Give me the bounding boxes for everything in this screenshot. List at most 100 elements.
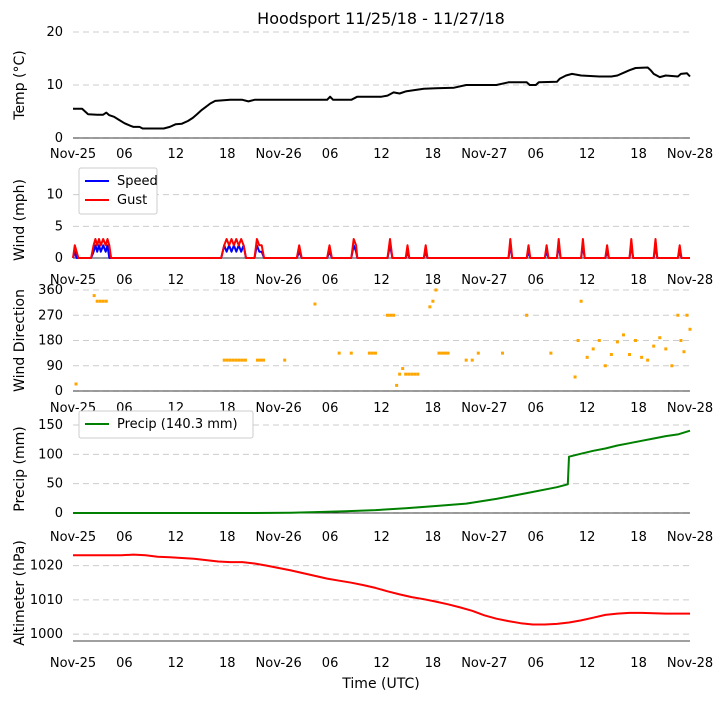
wind-direction-point	[634, 339, 638, 342]
wind-direction-point	[104, 299, 108, 303]
temp-x-tick-label: 12	[579, 147, 596, 162]
wind-direction-point	[591, 347, 595, 351]
wind-direction-point	[225, 358, 229, 362]
temp-x-tick-label: 18	[630, 147, 647, 162]
wind-direction-point	[410, 372, 414, 376]
temp-x-tick-label: 12	[168, 147, 185, 162]
wind-direction-point	[92, 294, 96, 298]
wind-speed-x-tick-label: 12	[579, 273, 596, 288]
wind-direction-point	[621, 333, 625, 337]
wind-direction-point	[443, 351, 447, 355]
wind-direction-point	[222, 358, 226, 362]
wind-direction-point	[431, 299, 435, 303]
altimeter-x-tick-label: 18	[219, 656, 236, 671]
wind-direction-point	[98, 299, 102, 303]
temp-y-axis-label: Temp (°C)	[12, 50, 28, 120]
wind-direction-point	[476, 351, 480, 355]
wind-direction-x-tick-label: 18	[630, 401, 647, 416]
altimeter-y-tick-label: 1020	[30, 559, 63, 574]
wind-direction-x-tick-label: 12	[373, 401, 390, 416]
wind-direction-point	[416, 372, 420, 376]
wind-speed-x-tick-label: 12	[373, 273, 390, 288]
precip-x-tick-label: 12	[579, 530, 596, 545]
wind-speed-x-tick-label: 18	[219, 273, 236, 288]
temp-x-tick-label: 06	[527, 147, 544, 162]
altimeter-x-tick-label: 18	[630, 656, 647, 671]
wind-direction-point	[237, 358, 241, 362]
altimeter-x-tick-label: Nov-25	[50, 656, 96, 671]
altimeter-y-tick-label: 1010	[30, 593, 63, 608]
wind-direction-point	[349, 351, 353, 355]
wind-speed-legend: Speed Gust	[78, 167, 158, 215]
temp-panel: 0 10 20 Nov-25 06 12 18 Nov-26 06 12 18 Nov-27 06 12 1…	[12, 25, 713, 162]
precip-x-tick-label: Nov-27	[461, 530, 507, 545]
wind-speed-series-speed	[72, 244, 690, 259]
wind-direction-point	[609, 353, 613, 357]
altimeter-x-tick-label: 06	[322, 656, 339, 671]
wind-speed-x-tick-label: Nov-25	[50, 273, 96, 288]
precip-x-tick-label: 06	[527, 530, 544, 545]
altimeter-x-tick-label: 12	[168, 656, 185, 671]
wind-direction-point	[337, 351, 341, 355]
temp-y-tick-label: 20	[46, 25, 63, 40]
wind-direction-point	[234, 358, 238, 362]
wind-direction-point	[392, 313, 396, 317]
precip-legend-entry: Precip (140.3 mm)	[117, 417, 238, 432]
precip-legend-box	[78, 410, 254, 439]
wind-direction-point	[428, 305, 432, 309]
wind-direction-y-axis-label: Wind Direction	[12, 289, 28, 392]
wind-speed-x-tick-label: 18	[425, 273, 442, 288]
wind-speed-x-tick-label: 06	[116, 273, 133, 288]
wind-direction-point	[676, 313, 680, 317]
temp-x-tick-label: Nov-27	[461, 147, 507, 162]
altimeter-series-0	[73, 553, 690, 626]
altimeter-y-axis-label: Altimeter (hPa)	[12, 540, 28, 646]
wind-direction-point	[313, 302, 317, 306]
wind-direction-point	[413, 372, 417, 376]
wind-direction-point	[464, 358, 468, 362]
temp-x-tick-label: 06	[116, 147, 133, 162]
wind-speed-x-tick-label: 12	[168, 273, 185, 288]
wind-direction-point	[658, 336, 662, 340]
altimeter-x-tick-label: 06	[116, 656, 133, 671]
wind-direction-point	[259, 358, 263, 362]
temp-x-tick-label: 12	[373, 147, 390, 162]
wind-direction-point	[398, 372, 402, 376]
temp-x-tick-label: 06	[322, 147, 339, 162]
wind-direction-point	[579, 299, 583, 303]
wind-speed-x-tick-label: 18	[630, 273, 647, 288]
precip-legend: Precip (140.3 mm)	[78, 410, 254, 439]
temp-y-tick-label: 0	[55, 131, 63, 146]
wind-direction-x-tick-label: Nov-27	[461, 401, 507, 416]
wind-speed-series-gust	[72, 238, 690, 259]
wind-direction-point	[367, 351, 371, 355]
wind-direction-point	[470, 358, 474, 362]
wind-direction-point	[228, 358, 232, 362]
temp-x-tick-label: Nov-25	[50, 147, 96, 162]
wind-direction-point	[549, 351, 553, 355]
wind-direction-point	[231, 358, 235, 362]
wind-speed-x-tick-label: Nov-26	[256, 273, 302, 288]
wind-direction-point	[401, 367, 405, 371]
wind-direction-point	[386, 313, 390, 317]
wind-direction-point	[525, 313, 529, 317]
wind-direction-point	[283, 358, 287, 362]
wind-speed-y-tick-label: 5	[55, 219, 63, 234]
wind-direction-x-tick-label: Nov-26	[256, 401, 302, 416]
altimeter-x-tick-label: 06	[527, 656, 544, 671]
wind-speed-legend-entry: Speed	[117, 174, 158, 189]
temp-y-tick-label: 10	[46, 78, 63, 93]
wind-direction-point	[255, 358, 259, 362]
altimeter-x-tick-label: 12	[373, 656, 390, 671]
wind-speed-y-tick-label: 0	[55, 251, 63, 266]
temp-series-0	[73, 66, 691, 130]
precip-x-tick-label: 18	[630, 530, 647, 545]
wind-direction-point	[603, 364, 607, 368]
precip-x-tick-label: Nov-28	[667, 530, 713, 545]
wind-direction-point	[688, 327, 692, 331]
precip-x-tick-label: Nov-25	[50, 530, 96, 545]
precip-x-tick-label: 12	[168, 530, 185, 545]
wind-direction-point	[370, 351, 374, 355]
